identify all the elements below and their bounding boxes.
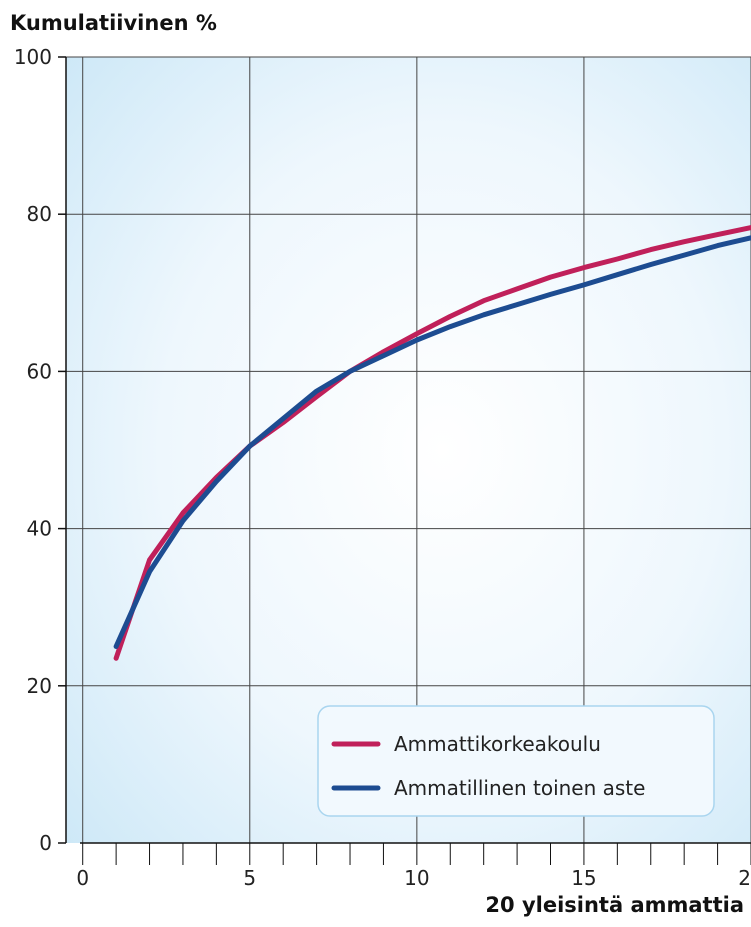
x-tick-label-5: 5 — [243, 866, 256, 890]
series-line-1 — [113, 235, 751, 649]
y-tick-label-40: 40 — [27, 517, 52, 541]
x-tick-label-0: 0 — [76, 866, 89, 890]
x-tick-label-20: 20 — [738, 866, 751, 890]
series-lines — [113, 225, 751, 661]
y-tick-label-60: 60 — [27, 359, 52, 383]
legend-label-ammattikorkeakoulu: Ammattikorkeakoulu — [394, 732, 601, 756]
legend: Ammattikorkeakoulu Ammatillinen toinen a… — [317, 705, 715, 817]
y-tick-label-80: 80 — [27, 202, 52, 226]
y-tick-label-100: 100 — [14, 45, 52, 69]
grid — [66, 56, 751, 843]
tick-labels: 0 5 10 15 20 0 20 40 60 80 100 — [14, 45, 751, 890]
y-tick-label-20: 20 — [27, 674, 52, 698]
x-tick-label-15: 15 — [571, 866, 596, 890]
legend-box — [317, 705, 715, 817]
y-axis-title: Kumulatiivinen % — [10, 11, 217, 35]
axes — [58, 56, 751, 865]
x-axis-title: 20 yleisintä ammattia — [485, 893, 744, 917]
legend-label-ammatillinen-toinen-aste: Ammatillinen toinen aste — [394, 776, 645, 800]
y-tick-label-0: 0 — [39, 831, 52, 855]
x-tick-label-10: 10 — [404, 866, 429, 890]
